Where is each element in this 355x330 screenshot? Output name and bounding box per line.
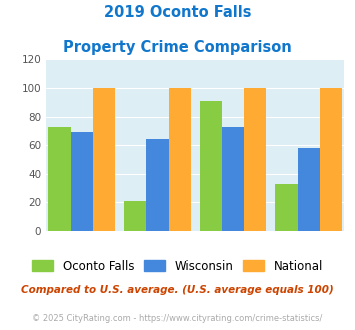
Bar [275,184,297,231]
Bar [124,201,146,231]
Bar [169,88,191,231]
Bar [320,88,342,231]
Text: Compared to U.S. average. (U.S. average equals 100): Compared to U.S. average. (U.S. average … [21,285,334,295]
Legend: Oconto Falls, Wisconsin, National: Oconto Falls, Wisconsin, National [27,255,328,278]
Bar [244,88,267,231]
Bar [93,88,115,231]
Bar [48,127,71,231]
Bar [200,101,222,231]
Text: © 2025 CityRating.com - https://www.cityrating.com/crime-statistics/: © 2025 CityRating.com - https://www.city… [32,314,323,323]
Bar [222,127,244,231]
Bar [71,132,93,231]
Text: 2019 Oconto Falls: 2019 Oconto Falls [104,5,251,20]
Text: Property Crime Comparison: Property Crime Comparison [63,40,292,54]
Bar [297,148,320,231]
Bar [146,140,169,231]
